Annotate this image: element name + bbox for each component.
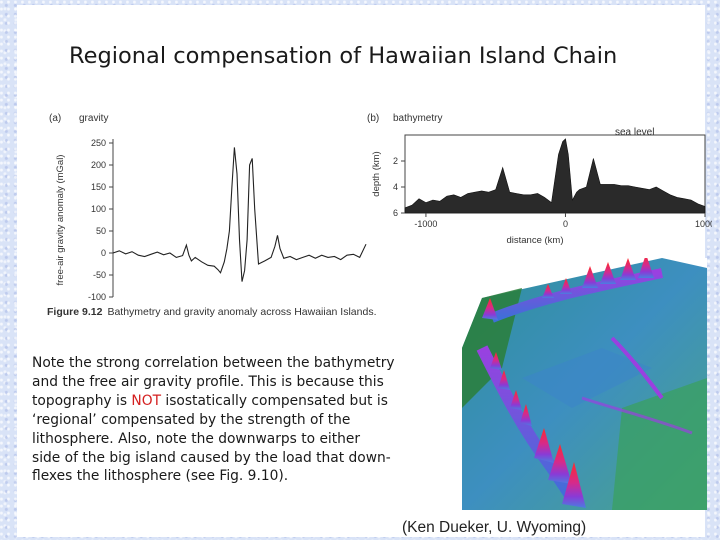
body-line: and the free air gravity profile. This i… (32, 373, 442, 392)
panel-b-label: (b) (367, 113, 380, 124)
body-line: side of the big island caused by the loa… (32, 449, 442, 468)
caption-figure-number: Figure 9.12 (47, 306, 103, 318)
caption-text: Bathymetry and gravity anomaly across Ha… (107, 306, 377, 318)
body-text-segment: side of the big island caused by the loa… (32, 449, 391, 466)
y-tick-label: -100 (88, 292, 106, 302)
y-tick-label: 200 (91, 160, 106, 170)
body-line: flexes the lithosphere (see Fig. 9.10). (32, 467, 442, 486)
bathymetry-chart: 2 4 6 -1000 0 1000 distance (km) depth (km) (371, 134, 712, 245)
body-text-segment: Note the strong correlation between the … (32, 355, 395, 371)
y-tick-label: 100 (91, 204, 106, 214)
y-tick-label: 2 (393, 156, 398, 166)
explanation-text: Note the strong correlation between the … (32, 354, 442, 486)
body-text-segment: topography is (32, 392, 132, 409)
y-axis-label: free-air gravity anomaly (mGal) (55, 155, 66, 286)
panel-b-title: bathymetry (393, 113, 443, 124)
y-tick-label: -50 (93, 270, 106, 280)
body-text-segment: flexes the lithosphere (see Fig. 9.10). (32, 468, 289, 485)
x-axis-label: distance (km) (506, 235, 563, 245)
panel-a-label: (a) (49, 113, 62, 124)
body-line: ‘regional’ compensated by the strength o… (32, 411, 442, 430)
body-line: lithosphere. Also, note the downwarps to… (32, 430, 442, 449)
y-tick-label: 0 (101, 248, 106, 258)
y-axis-label: depth (km) (371, 151, 382, 196)
body-text-segment: and the free air gravity profile. This i… (32, 373, 384, 390)
panel-a-title: gravity (79, 113, 109, 124)
bathymetry-area (404, 138, 706, 214)
x-tick-label: 1000 (695, 219, 712, 229)
emphasis-not: NOT (131, 392, 162, 409)
body-text-segment: ‘regional’ compensated by the strength o… (32, 411, 351, 428)
sea-level-label: sea level (615, 127, 655, 138)
body-text-segment: lithosphere. Also, note the downwarps to… (32, 430, 361, 447)
bathymetry-panel: (b) bathymetry sea level 2 4 6 -1000 0 1000 di… (367, 105, 712, 245)
y-tick-label: 4 (393, 182, 398, 192)
slide-title: Regional compensation of Hawaiian Island… (69, 43, 618, 69)
y-tick-label: 6 (393, 208, 398, 218)
image-credit: (Ken Dueker, U. Wyoming) (402, 519, 587, 536)
body-line: Note the strong correlation between the … (32, 354, 442, 373)
hawaii-relief-map (462, 258, 707, 510)
gravity-chart: 250 200 150 100 50 0 -50 -100 free-air gravity a… (55, 138, 367, 302)
body-text-segment: isostatically compensated but is (161, 392, 388, 409)
slide: Regional compensation of Hawaiian Island… (17, 5, 712, 537)
body-line: topography is NOT isostatically compensa… (32, 392, 442, 411)
y-tick-label: 50 (96, 226, 106, 236)
gravity-series-line (112, 147, 367, 282)
x-tick-label: -1000 (414, 219, 437, 229)
figure-caption: Figure 9.12 Bathymetry and gravity anomal… (47, 306, 377, 318)
x-tick-label: 0 (563, 219, 568, 229)
gravity-panel: (a) gravity 250 200 150 100 50 0 -50 -100 free-a… (41, 105, 381, 305)
y-tick-label: 150 (91, 182, 106, 192)
y-tick-label: 250 (91, 138, 106, 148)
